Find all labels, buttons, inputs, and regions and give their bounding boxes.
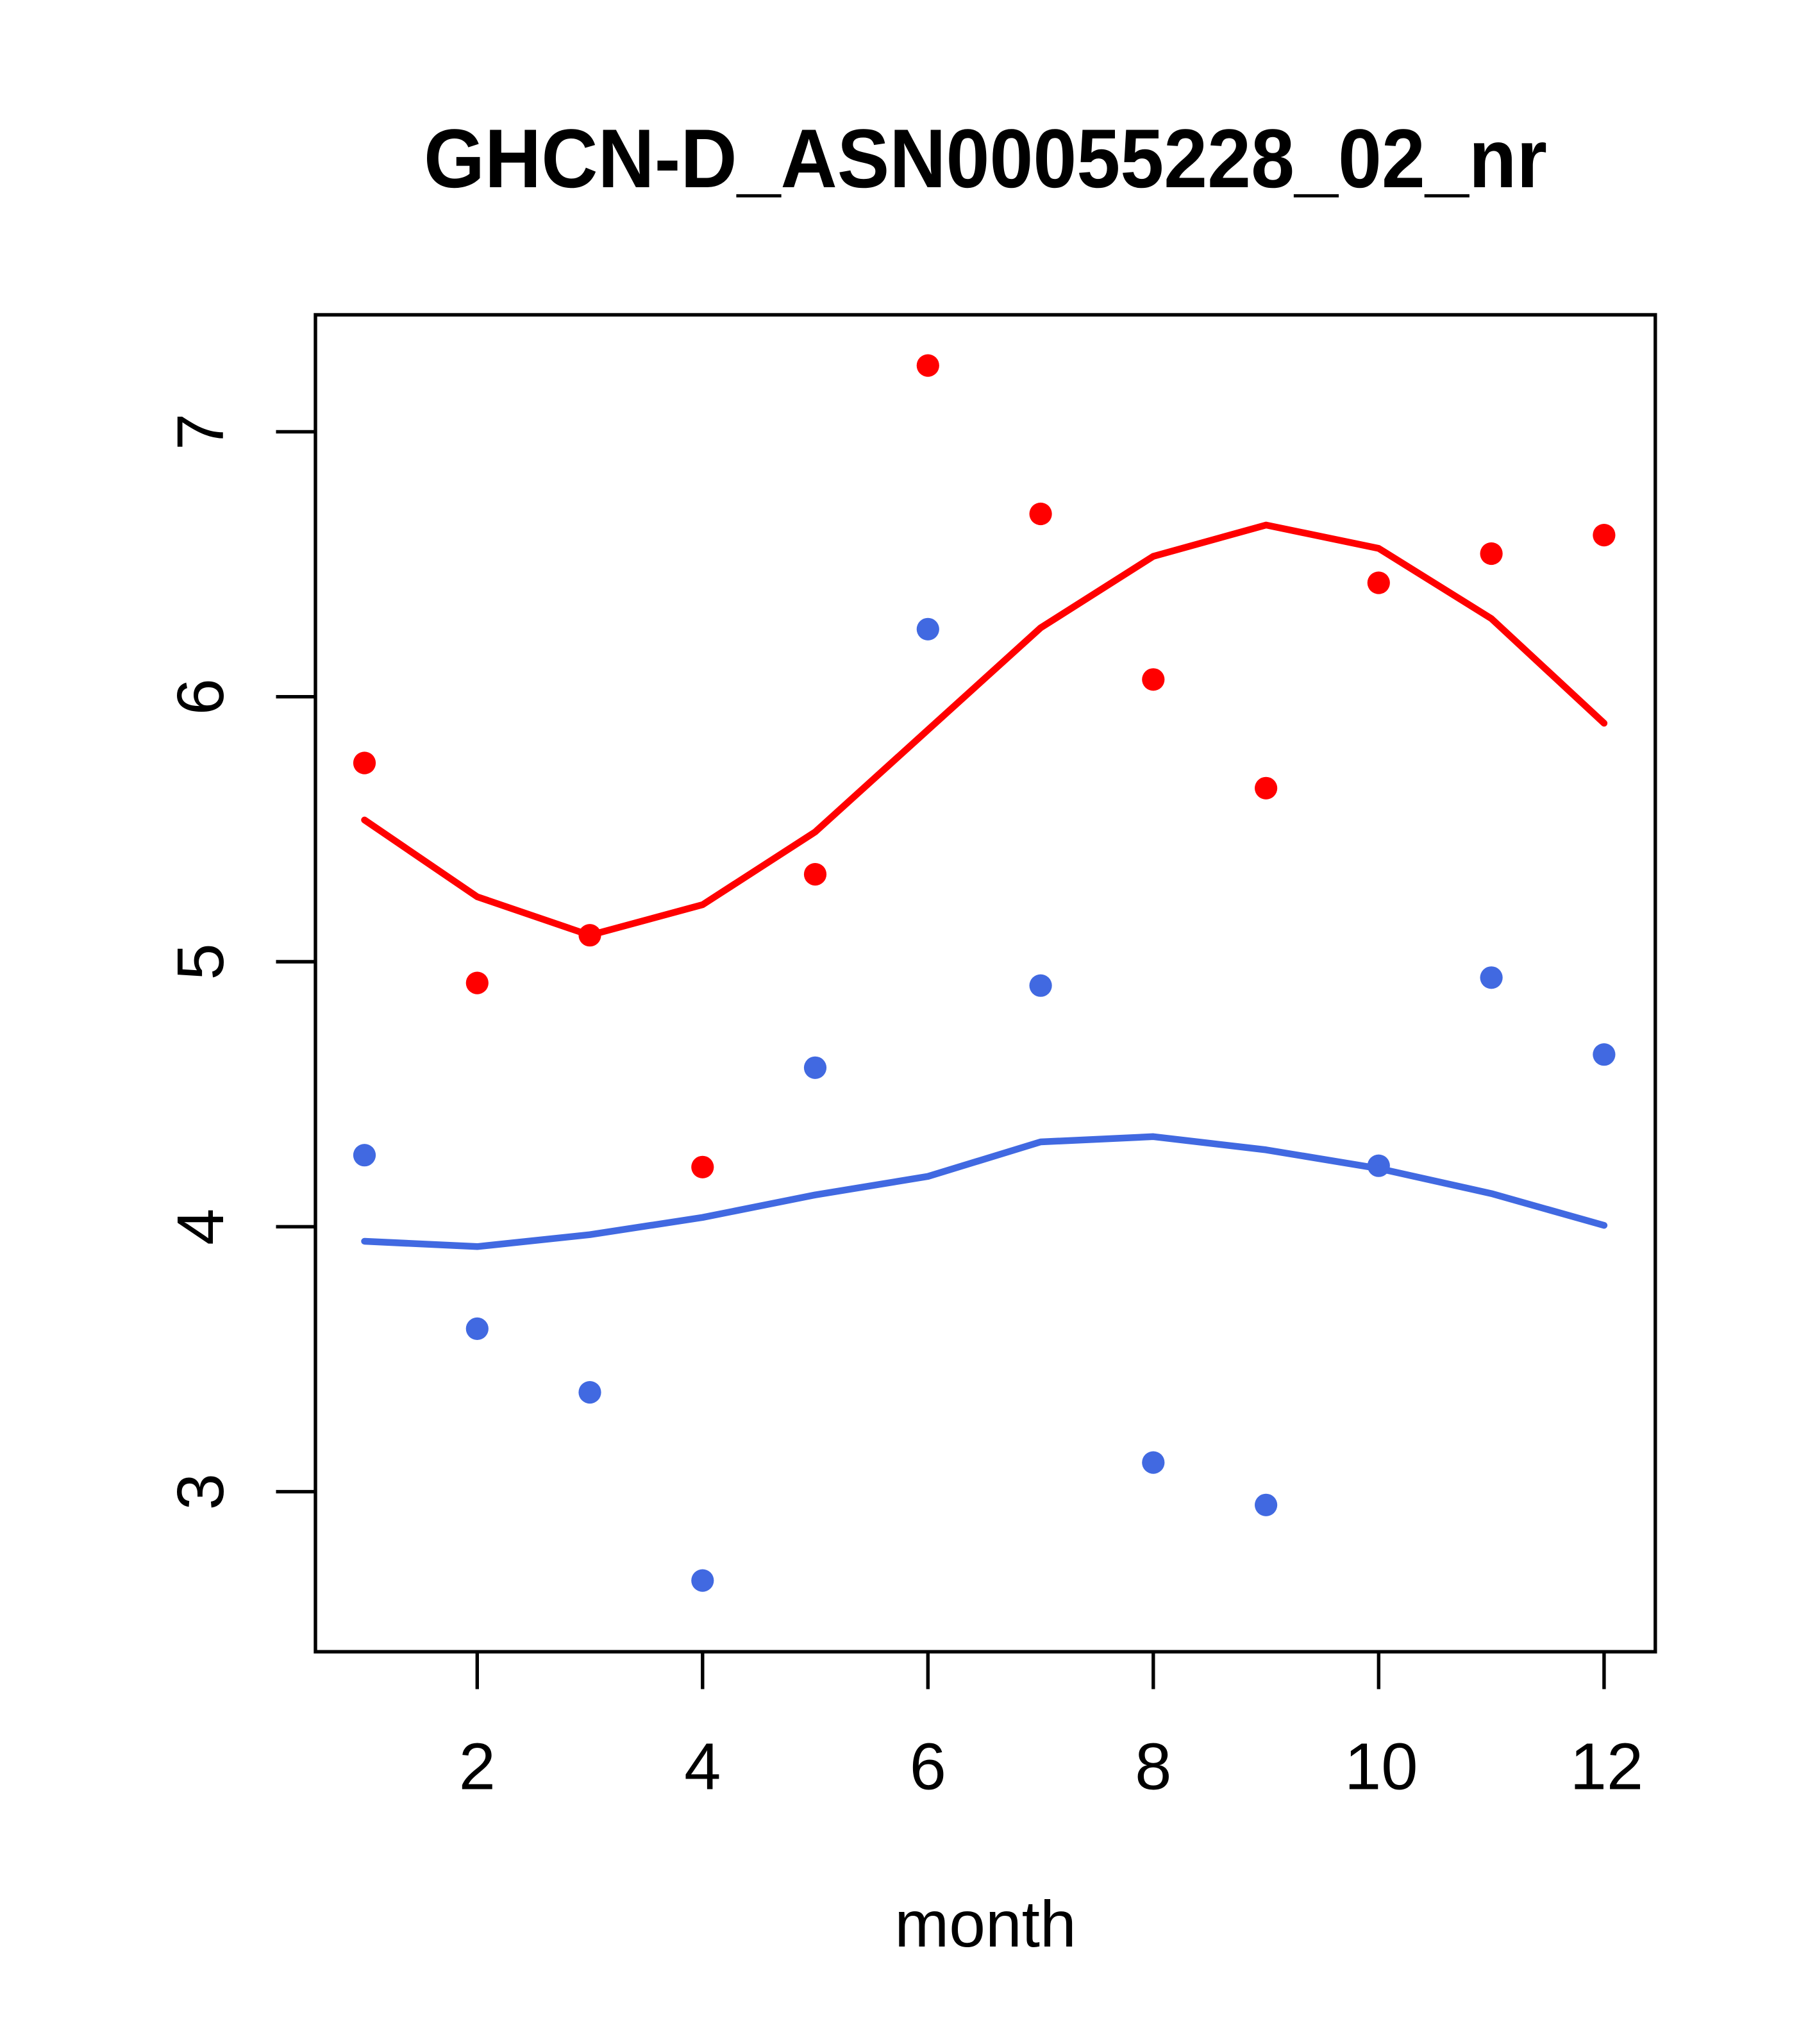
svg-text:2: 2 <box>459 1730 496 1804</box>
svg-text:7: 7 <box>163 414 237 450</box>
svg-text:12: 12 <box>1570 1730 1644 1804</box>
svg-text:6: 6 <box>163 678 237 715</box>
svg-text:3: 3 <box>163 1473 237 1510</box>
svg-text:GHCN-D_ASN00055228_02_nr: GHCN-D_ASN00055228_02_nr <box>424 112 1547 205</box>
svg-text:4: 4 <box>684 1730 721 1804</box>
svg-text:6: 6 <box>910 1730 946 1804</box>
svg-text:8: 8 <box>1135 1730 1171 1804</box>
svg-text:month: month <box>894 1888 1076 1961</box>
svg-text:4: 4 <box>163 1209 237 1245</box>
svg-text:10: 10 <box>1344 1730 1418 1804</box>
svg-text:5: 5 <box>163 943 237 980</box>
